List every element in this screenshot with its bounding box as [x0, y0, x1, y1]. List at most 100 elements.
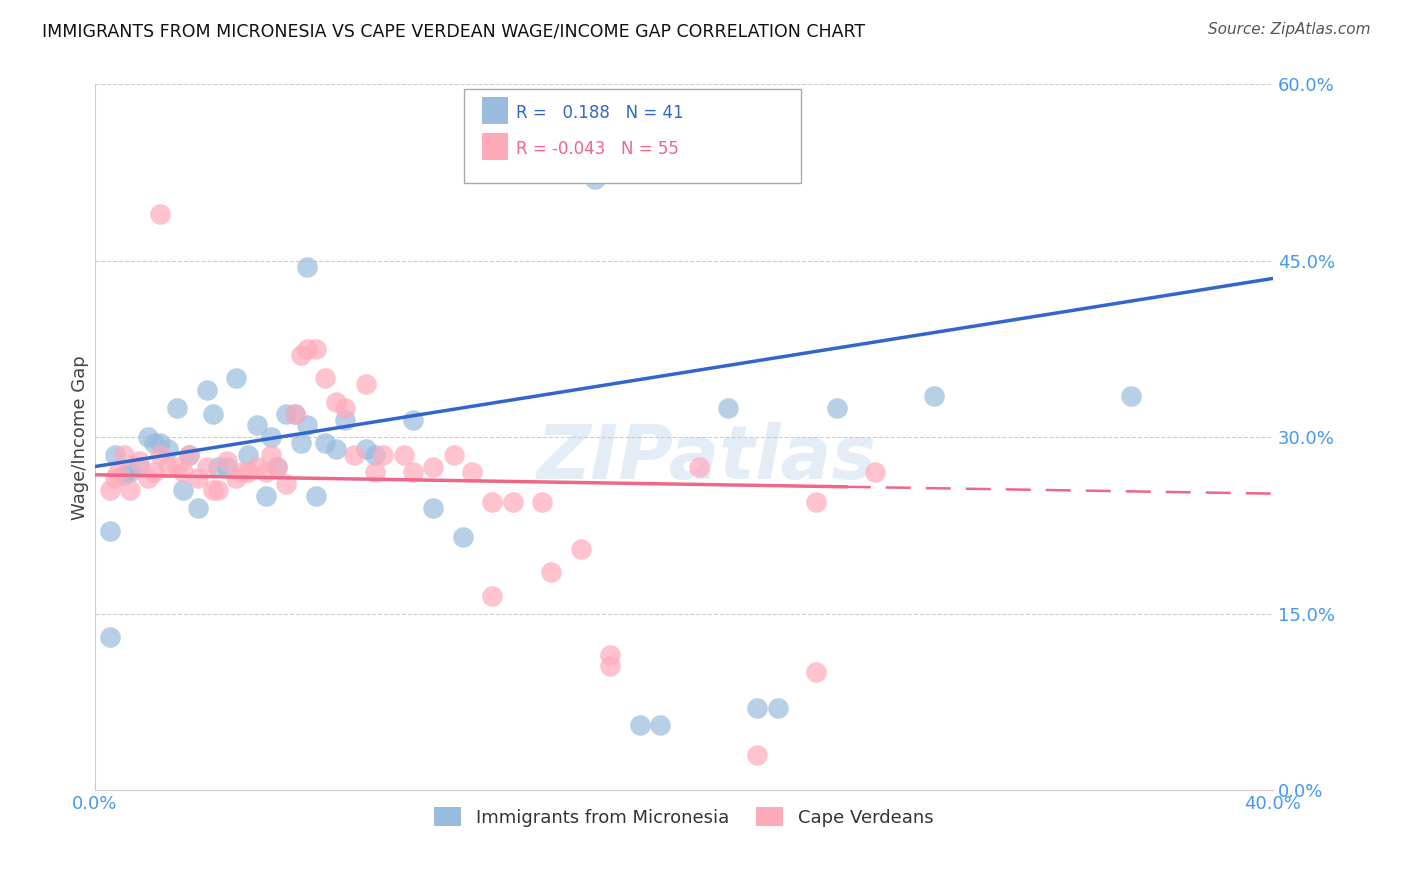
- Text: IMMIGRANTS FROM MICRONESIA VS CAPE VERDEAN WAGE/INCOME GAP CORRELATION CHART: IMMIGRANTS FROM MICRONESIA VS CAPE VERDE…: [42, 22, 865, 40]
- Point: [481, 495, 503, 509]
- Point: [217, 459, 239, 474]
- Point: [284, 407, 307, 421]
- Text: R = -0.043   N = 55: R = -0.043 N = 55: [516, 140, 679, 158]
- Point: [136, 471, 159, 485]
- Point: [266, 459, 288, 474]
- Point: [276, 477, 298, 491]
- Point: [343, 448, 366, 462]
- Point: [266, 459, 288, 474]
- Point: [195, 459, 218, 474]
- Point: [599, 659, 621, 673]
- Point: [98, 630, 121, 644]
- Point: [422, 459, 444, 474]
- Point: [112, 467, 135, 482]
- Point: [276, 407, 298, 421]
- Point: [402, 466, 425, 480]
- Text: R =   0.188   N = 41: R = 0.188 N = 41: [516, 104, 683, 122]
- Point: [747, 747, 769, 762]
- Point: [314, 371, 336, 385]
- Point: [540, 566, 562, 580]
- Point: [149, 448, 172, 462]
- Point: [290, 348, 312, 362]
- Point: [354, 377, 377, 392]
- Point: [246, 459, 269, 474]
- Point: [104, 448, 127, 462]
- Point: [236, 448, 259, 462]
- Point: [863, 466, 886, 480]
- Point: [236, 466, 259, 480]
- Point: [1121, 389, 1143, 403]
- Point: [295, 342, 318, 356]
- Point: [583, 171, 606, 186]
- Point: [402, 412, 425, 426]
- Point: [217, 453, 239, 467]
- Point: [531, 495, 554, 509]
- Point: [112, 448, 135, 462]
- Point: [157, 459, 180, 474]
- Point: [166, 401, 188, 415]
- Point: [806, 495, 828, 509]
- Point: [295, 260, 318, 274]
- Point: [363, 466, 385, 480]
- Point: [766, 700, 789, 714]
- Point: [295, 418, 318, 433]
- Point: [325, 442, 347, 456]
- Point: [825, 401, 848, 415]
- Point: [354, 442, 377, 456]
- Point: [540, 119, 562, 133]
- Point: [260, 448, 283, 462]
- Point: [325, 395, 347, 409]
- Point: [120, 483, 142, 497]
- Point: [207, 483, 229, 497]
- Point: [260, 430, 283, 444]
- Point: [254, 489, 277, 503]
- Point: [231, 466, 253, 480]
- Point: [628, 718, 651, 732]
- Point: [481, 589, 503, 603]
- Point: [599, 648, 621, 662]
- Point: [136, 430, 159, 444]
- Point: [201, 483, 224, 497]
- Point: [569, 541, 592, 556]
- Point: [747, 700, 769, 714]
- Point: [172, 466, 194, 480]
- Point: [172, 483, 194, 497]
- Point: [688, 459, 710, 474]
- Point: [98, 483, 121, 497]
- Point: [187, 471, 209, 485]
- Text: ZIPatlas: ZIPatlas: [537, 422, 877, 495]
- Point: [443, 448, 465, 462]
- Point: [502, 495, 524, 509]
- Point: [650, 718, 672, 732]
- Point: [333, 412, 356, 426]
- Point: [333, 401, 356, 415]
- Point: [806, 665, 828, 680]
- Point: [201, 407, 224, 421]
- Point: [246, 418, 269, 433]
- Point: [305, 342, 328, 356]
- Point: [187, 500, 209, 515]
- Point: [142, 436, 165, 450]
- Point: [290, 436, 312, 450]
- Point: [128, 453, 150, 467]
- Point: [207, 459, 229, 474]
- Point: [254, 466, 277, 480]
- Point: [177, 448, 200, 462]
- Point: [305, 489, 328, 503]
- Text: Source: ZipAtlas.com: Source: ZipAtlas.com: [1208, 22, 1371, 37]
- Point: [717, 401, 740, 415]
- Point: [422, 500, 444, 515]
- Point: [225, 471, 247, 485]
- Point: [461, 466, 484, 480]
- Point: [363, 448, 385, 462]
- Point: [922, 389, 945, 403]
- Point: [142, 466, 165, 480]
- Point: [149, 436, 172, 450]
- Point: [373, 448, 395, 462]
- Point: [177, 448, 200, 462]
- Point: [195, 383, 218, 397]
- Point: [392, 448, 415, 462]
- Point: [561, 119, 583, 133]
- Point: [128, 459, 150, 474]
- Legend: Immigrants from Micronesia, Cape Verdeans: Immigrants from Micronesia, Cape Verdean…: [427, 800, 941, 834]
